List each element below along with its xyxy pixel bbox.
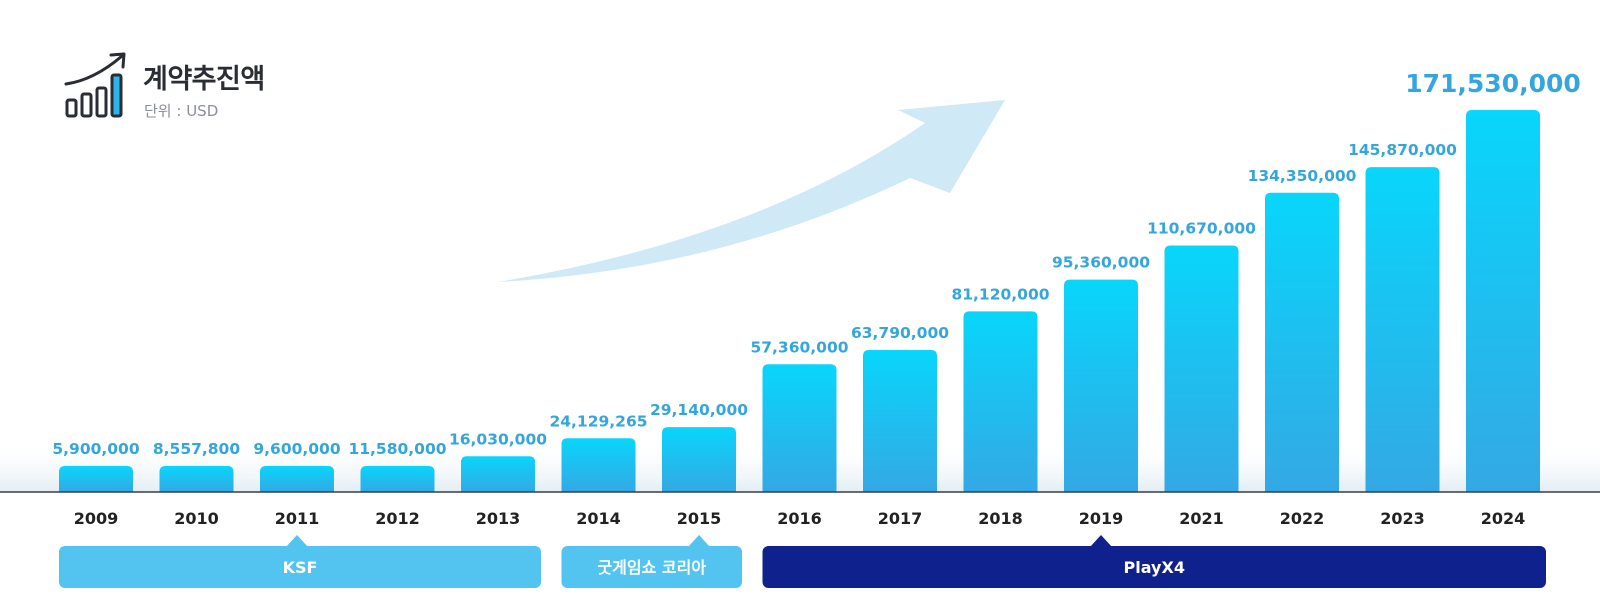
x-tick-label-2011: 2011 xyxy=(275,509,320,528)
x-tick-label-2018: 2018 xyxy=(978,509,1023,528)
value-label-2016: 57,360,000 xyxy=(750,338,848,356)
value-label-2014: 24,129,265 xyxy=(549,412,647,430)
era-bands: KSF 굿게임쇼 코리아 PlayX4 xyxy=(59,535,1546,588)
era-band-2 xyxy=(762,546,1546,588)
x-tick-label-2009: 2009 xyxy=(74,509,119,528)
era-label-0: KSF xyxy=(283,558,318,577)
value-label-2012: 11,580,000 xyxy=(348,440,446,458)
x-tick-label-2023: 2023 xyxy=(1380,509,1425,528)
era-marker-0 xyxy=(286,535,308,547)
bar-2013 xyxy=(461,456,535,492)
value-label-2024: 171,530,000 xyxy=(1405,69,1581,98)
bar-2019 xyxy=(1064,279,1138,492)
era-marker-1 xyxy=(688,535,710,547)
bar-2010 xyxy=(159,466,234,492)
x-tick-label-2016: 2016 xyxy=(777,509,822,528)
bars-group: 5,900,000 2009 8,557,800 2010 9,600,000 2011 1… xyxy=(52,69,1580,528)
bar-2009 xyxy=(59,466,133,492)
value-label-2013: 16,030,000 xyxy=(449,430,547,448)
x-tick-label-2014: 2014 xyxy=(576,509,621,528)
value-label-2015: 29,140,000 xyxy=(650,401,748,419)
value-label-2009: 5,900,000 xyxy=(52,440,139,458)
growth-arrow-graphic xyxy=(498,100,1005,282)
x-tick-label-2010: 2010 xyxy=(174,509,219,528)
bar-growth-icon xyxy=(62,50,130,120)
chart-title: 계약추진액 xyxy=(143,64,265,95)
era-marker-2 xyxy=(1090,535,1112,547)
bar-2011 xyxy=(260,466,334,492)
x-tick-label-2019: 2019 xyxy=(1079,509,1124,528)
unit-label: 단위 : USD xyxy=(144,102,219,120)
value-label-2018: 81,120,000 xyxy=(951,285,1049,303)
bar-2022 xyxy=(1265,192,1339,492)
era-band-1 xyxy=(561,546,742,588)
era-band-0 xyxy=(59,546,541,588)
bar-2016 xyxy=(762,364,837,492)
era-label-1: 굿게임쇼 코리아 xyxy=(597,558,706,577)
value-label-2011: 9,600,000 xyxy=(253,440,340,458)
value-label-2017: 63,790,000 xyxy=(851,324,949,342)
bar-2024 xyxy=(1466,110,1540,492)
value-label-2022: 134,350,000 xyxy=(1248,167,1357,185)
x-tick-label-2013: 2013 xyxy=(476,509,521,528)
bar-2021 xyxy=(1164,245,1239,492)
bar-2018 xyxy=(963,311,1038,492)
x-tick-label-2012: 2012 xyxy=(375,509,420,528)
x-tick-label-2017: 2017 xyxy=(878,509,923,528)
value-label-2023: 145,870,000 xyxy=(1348,141,1457,159)
value-label-2010: 8,557,800 xyxy=(153,440,240,458)
era-label-2: PlayX4 xyxy=(1124,558,1185,577)
x-tick-label-2021: 2021 xyxy=(1179,509,1224,528)
x-tick-label-2022: 2022 xyxy=(1280,509,1325,528)
value-label-2019: 95,360,000 xyxy=(1052,254,1150,272)
value-label-2021: 110,670,000 xyxy=(1147,220,1256,238)
bar-2017 xyxy=(863,349,937,492)
bar-2014 xyxy=(561,438,636,492)
x-tick-label-2015: 2015 xyxy=(677,509,722,528)
bar-2015 xyxy=(662,427,736,492)
bar-2012 xyxy=(360,466,435,492)
bar-2023 xyxy=(1365,167,1440,493)
x-tick-label-2024: 2024 xyxy=(1481,509,1526,528)
